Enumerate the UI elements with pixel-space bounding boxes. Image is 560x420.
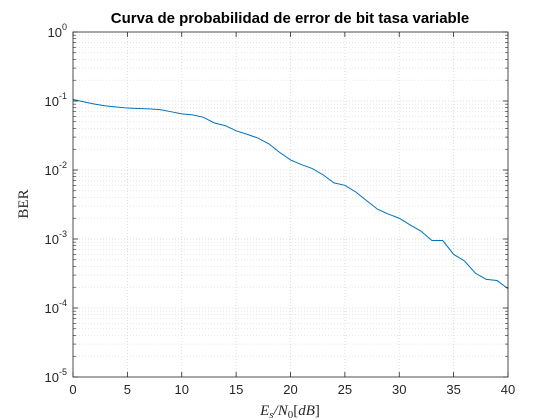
- y-tick-labels: 100 10-1 10-2 10-3 10-4 10-5: [45, 22, 67, 385]
- ber-series-line: [72, 99, 509, 290]
- x-tick-label: 40: [501, 382, 515, 397]
- y-tick-label: 10-3: [45, 229, 67, 247]
- tick-marks: [72, 31, 509, 378]
- x-tick-label: 0: [69, 382, 76, 397]
- x-tick-label: 10: [175, 382, 189, 397]
- y-tick-label: 100: [48, 22, 67, 40]
- x-tick-label: 5: [124, 382, 131, 397]
- y-tick-label: 10-1: [45, 91, 67, 109]
- x-tick-labels: 0 5 10 15 20 25 30 35 40: [69, 382, 515, 397]
- x-axis-label: Es/N0[dB]: [259, 403, 320, 420]
- y-tick-label: 10-2: [45, 160, 67, 178]
- y-tick-label: 10-4: [45, 298, 67, 316]
- chart-title: Curva de probabilidad de error de bit ta…: [111, 10, 469, 27]
- x-tick-label: 20: [283, 382, 297, 397]
- y-axis-label: BER: [16, 189, 32, 218]
- x-tick-label: 25: [338, 382, 352, 397]
- x-tick-label: 35: [446, 382, 460, 397]
- minor-grid: [73, 34, 508, 357]
- x-tick-label: 30: [392, 382, 406, 397]
- y-tick-label: 10-5: [45, 367, 67, 385]
- x-tick-label: 15: [229, 382, 243, 397]
